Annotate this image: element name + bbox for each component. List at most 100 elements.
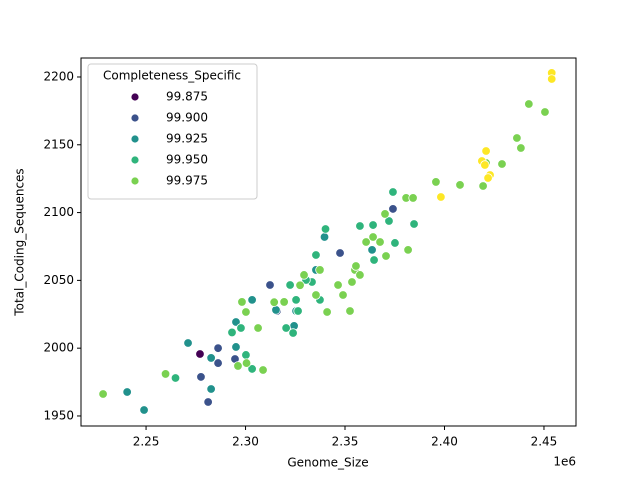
point xyxy=(279,297,289,307)
legend-marker xyxy=(130,92,140,102)
point xyxy=(431,177,441,187)
point xyxy=(295,280,305,290)
point xyxy=(206,353,216,363)
y-tick-label: 2150 xyxy=(43,137,74,151)
point xyxy=(122,387,132,397)
point xyxy=(311,290,321,300)
point xyxy=(512,133,522,143)
y-tick-label: 2100 xyxy=(43,205,74,219)
y-tick-label: 2050 xyxy=(43,273,74,287)
point xyxy=(319,232,330,242)
point xyxy=(195,349,205,359)
legend-label: 99.950 xyxy=(166,153,208,167)
y-tick-label: 1950 xyxy=(43,408,74,422)
point xyxy=(361,237,371,247)
point xyxy=(258,365,268,375)
point xyxy=(524,99,534,109)
point xyxy=(281,323,291,333)
point xyxy=(241,358,252,368)
point xyxy=(288,328,298,338)
point xyxy=(478,181,488,191)
point xyxy=(241,307,251,317)
plot-frame xyxy=(80,57,577,427)
legend-label: 99.925 xyxy=(166,132,208,146)
legend-label: 99.875 xyxy=(166,90,208,104)
point xyxy=(231,342,241,352)
point xyxy=(311,250,321,260)
y-tick-label: 2200 xyxy=(43,69,74,83)
point xyxy=(236,323,246,333)
x-tick-label: 2.35 xyxy=(332,435,359,449)
point xyxy=(231,317,241,327)
point xyxy=(547,74,557,84)
point xyxy=(368,232,378,242)
point xyxy=(351,261,361,271)
point xyxy=(338,290,348,300)
point xyxy=(375,237,385,247)
legend-box xyxy=(87,63,258,200)
point xyxy=(213,343,223,353)
point xyxy=(355,270,365,280)
point xyxy=(196,372,206,382)
x-tick-label: 2.30 xyxy=(232,435,259,449)
point xyxy=(247,295,257,305)
point xyxy=(368,220,378,230)
point xyxy=(233,361,243,371)
point xyxy=(253,323,263,333)
point xyxy=(227,327,237,338)
point xyxy=(203,397,213,407)
point xyxy=(381,251,391,261)
point xyxy=(315,265,325,275)
point xyxy=(388,187,398,197)
point xyxy=(403,245,413,255)
point xyxy=(269,297,279,307)
legend-marker xyxy=(130,155,140,165)
point xyxy=(497,159,507,169)
point xyxy=(160,369,171,379)
point xyxy=(516,143,526,153)
point xyxy=(335,248,345,258)
legend-title: Completeness_Specific xyxy=(103,69,241,83)
point xyxy=(380,209,390,219)
legend-label: 99.900 xyxy=(166,111,208,125)
point xyxy=(436,192,446,202)
point xyxy=(347,277,357,287)
point xyxy=(183,338,193,348)
point xyxy=(455,180,465,190)
point xyxy=(139,405,149,415)
point xyxy=(390,238,400,248)
x-axis-label: Genome_Size xyxy=(287,456,368,470)
point xyxy=(388,204,398,214)
point xyxy=(355,221,365,231)
point xyxy=(271,305,281,315)
legend-marker xyxy=(130,113,140,123)
point xyxy=(320,224,331,234)
point xyxy=(384,216,394,226)
point xyxy=(170,373,181,383)
point xyxy=(291,295,301,305)
y-tick-label: 2000 xyxy=(43,341,74,355)
point xyxy=(206,384,216,394)
point xyxy=(480,160,490,170)
x-tick-label: 2.25 xyxy=(133,435,160,449)
point xyxy=(213,358,223,368)
point xyxy=(481,146,491,156)
legend-marker xyxy=(130,176,140,186)
point xyxy=(322,307,332,317)
x-tick-label: 2.45 xyxy=(531,435,558,449)
point xyxy=(409,219,419,229)
point xyxy=(483,173,493,183)
point xyxy=(285,280,295,290)
point xyxy=(237,297,247,307)
legend-marker xyxy=(130,134,140,144)
point xyxy=(293,306,303,316)
x-tick-label: 2.40 xyxy=(431,435,458,449)
point xyxy=(408,193,418,203)
point xyxy=(241,350,251,360)
x-offset-label: 1e6 xyxy=(553,455,576,469)
point xyxy=(247,364,257,374)
point xyxy=(299,270,309,280)
y-axis-label: Total_Coding_Sequences xyxy=(13,168,27,316)
